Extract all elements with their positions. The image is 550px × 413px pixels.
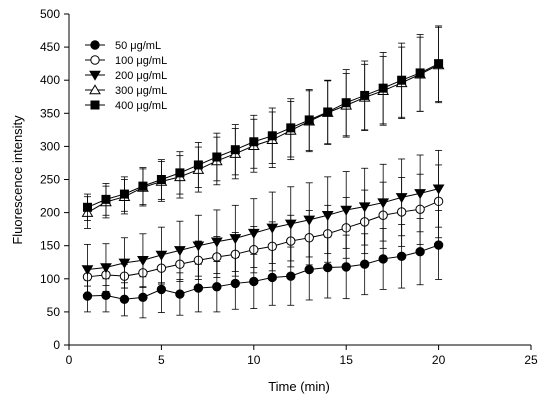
legend-label: 50 μg/mL	[115, 40, 161, 52]
data-point	[377, 198, 390, 209]
y-tick-label: 250	[40, 173, 60, 187]
data-point	[396, 251, 407, 261]
plot-area	[81, 25, 445, 319]
data-point	[210, 237, 223, 248]
series-2	[81, 149, 445, 296]
data-point	[433, 240, 444, 250]
data-point	[284, 219, 297, 230]
data-point	[193, 160, 203, 170]
y-tick-label: 400	[40, 73, 60, 87]
y-tick-label: 150	[40, 239, 60, 253]
legend-label: 400 μg/mL	[115, 100, 167, 112]
series-1	[82, 164, 444, 289]
data-point	[230, 278, 241, 289]
data-point	[360, 90, 370, 100]
data-point	[193, 283, 204, 293]
data-point	[267, 131, 277, 141]
y-tick-label: 500	[40, 7, 60, 21]
data-point	[212, 282, 222, 292]
data-point	[101, 290, 111, 301]
data-point	[321, 210, 334, 221]
legend-label: 100 μg/mL	[115, 55, 167, 67]
data-point	[395, 193, 408, 204]
y-axis-title: Fluorescence intensity	[10, 115, 25, 245]
data-point	[100, 263, 112, 274]
data-point	[138, 181, 148, 191]
data-point	[118, 258, 131, 269]
data-point	[137, 256, 149, 267]
data-point	[267, 272, 277, 283]
data-point	[249, 276, 259, 287]
data-point	[341, 262, 351, 272]
data-point	[359, 259, 370, 269]
legend-label: 300 μg/mL	[115, 85, 167, 97]
data-point	[230, 145, 240, 155]
x-tick-label: 25	[524, 353, 538, 367]
x-tick-label: 10	[247, 353, 261, 367]
data-point	[303, 215, 316, 226]
data-point	[286, 123, 296, 133]
data-point	[212, 152, 222, 162]
data-point	[378, 83, 388, 93]
x-axis-title: Time (min)	[268, 379, 330, 394]
data-point	[286, 271, 296, 281]
data-point	[323, 262, 333, 273]
x-tick-label: 15	[340, 353, 354, 367]
data-point	[175, 289, 185, 299]
data-point	[138, 292, 148, 303]
y-tick-label: 450	[40, 40, 60, 54]
x-tick-label: 0	[66, 353, 73, 367]
data-point	[175, 168, 185, 178]
data-point	[119, 189, 129, 199]
data-point	[304, 264, 314, 275]
data-point	[82, 202, 92, 212]
y-tick-label: 50	[47, 305, 61, 319]
series-0	[82, 210, 444, 319]
data-point	[192, 241, 205, 252]
data-point	[397, 75, 407, 85]
legend-marker	[89, 84, 101, 95]
data-point	[434, 59, 444, 69]
data-point	[155, 250, 168, 261]
y-tick-label: 0	[53, 338, 60, 352]
legend-marker	[90, 100, 100, 110]
legend: 50 μg/mL 100 μg/mL 200 μg/mL 300 μg/mL 400 μ…	[85, 40, 167, 112]
data-point	[415, 68, 425, 78]
series-4	[82, 25, 444, 221]
x-tick-label: 20	[432, 353, 446, 367]
data-point	[174, 246, 186, 257]
data-point	[101, 194, 111, 204]
y-tick-label: 300	[40, 139, 60, 153]
legend-marker	[90, 40, 100, 50]
data-point	[156, 284, 167, 295]
x-tick-label: 5	[158, 353, 165, 367]
data-point	[247, 228, 260, 239]
data-point	[340, 205, 353, 216]
data-point	[323, 107, 333, 117]
data-point	[378, 254, 388, 264]
data-point	[415, 246, 425, 257]
data-point	[81, 265, 94, 276]
data-point	[229, 234, 242, 245]
data-point	[119, 294, 130, 305]
legend-marker	[89, 70, 101, 81]
data-point	[432, 184, 445, 195]
data-point	[156, 175, 166, 184]
data-point	[249, 137, 259, 147]
data-point	[414, 189, 426, 200]
data-point	[266, 223, 279, 234]
data-point	[304, 115, 314, 125]
y-tick-label: 200	[40, 206, 60, 220]
y-tick-label: 350	[40, 106, 60, 120]
y-tick-label: 100	[40, 272, 60, 286]
data-point	[341, 98, 351, 108]
data-point	[358, 202, 371, 213]
legend-label: 200 μg/mL	[115, 70, 167, 82]
legend-marker	[90, 55, 100, 65]
